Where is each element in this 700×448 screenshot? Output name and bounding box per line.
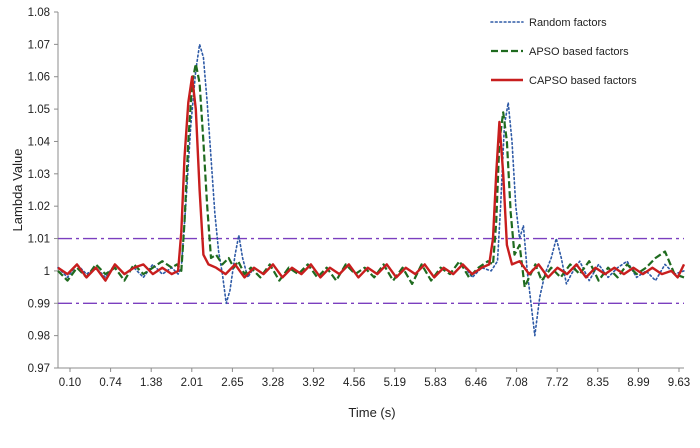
x-tick-label: 2.01: [181, 377, 203, 389]
legend: Random factors APSO based factors CAPSO ba…: [490, 17, 637, 87]
y-tick-label: 1.07: [28, 39, 50, 51]
x-tick-label: 5.83: [424, 377, 446, 389]
x-tick-label: 8.99: [627, 377, 649, 389]
y-tick-label: 0.97: [28, 363, 50, 375]
x-tick-label: 9.63: [668, 377, 690, 389]
x-tick-label: 3.92: [302, 377, 324, 389]
x-tick-label: 3.28: [262, 377, 284, 389]
y-tick-label: 1: [44, 266, 50, 278]
y-tick-label: 0.99: [28, 298, 50, 310]
y-tick-label: 1.03: [28, 169, 50, 181]
y-tick-label: 1.05: [28, 104, 50, 116]
y-tick-label: 1.08: [28, 7, 50, 19]
y-tick-label: 1.01: [28, 234, 50, 246]
x-tick-label: 4.56: [343, 377, 365, 389]
axes-group: [54, 11, 684, 372]
series-line-apso-based-factors: [57, 62, 685, 289]
x-tick-label: 1.38: [140, 377, 162, 389]
legend-label: APSO based factors: [529, 46, 629, 58]
y-tick-label: 0.98: [28, 331, 50, 343]
y-tick-label: 1.02: [28, 201, 50, 213]
tick-labels-group: 0.97 0.98 0.99 1 1.01 1.02 1.03 1.04 1.05 1.06 1.0…: [28, 7, 691, 389]
series-line-capso-based-factors: [57, 75, 686, 282]
y-axis-title: Lambda Value: [10, 149, 25, 232]
x-tick-label: 0.10: [59, 377, 81, 389]
x-axis-title: Time (s): [348, 405, 395, 420]
x-tick-label: 7.72: [546, 377, 568, 389]
x-tick-label: 0.74: [99, 377, 122, 389]
x-tick-label: 6.46: [465, 377, 487, 389]
y-tick-label: 1.04: [28, 136, 51, 148]
x-tick-label: 7.08: [505, 377, 527, 389]
x-tick-label: 5.19: [384, 377, 406, 389]
x-tick-label: 2.65: [221, 377, 243, 389]
x-tick-label: 8.35: [587, 377, 609, 389]
legend-label: Random factors: [529, 17, 607, 29]
series-group: [57, 43, 686, 337]
reference-lines-group: [58, 237, 684, 304]
y-tick-label: 1.06: [28, 72, 50, 84]
legend-label: CAPSO based factors: [529, 75, 637, 87]
